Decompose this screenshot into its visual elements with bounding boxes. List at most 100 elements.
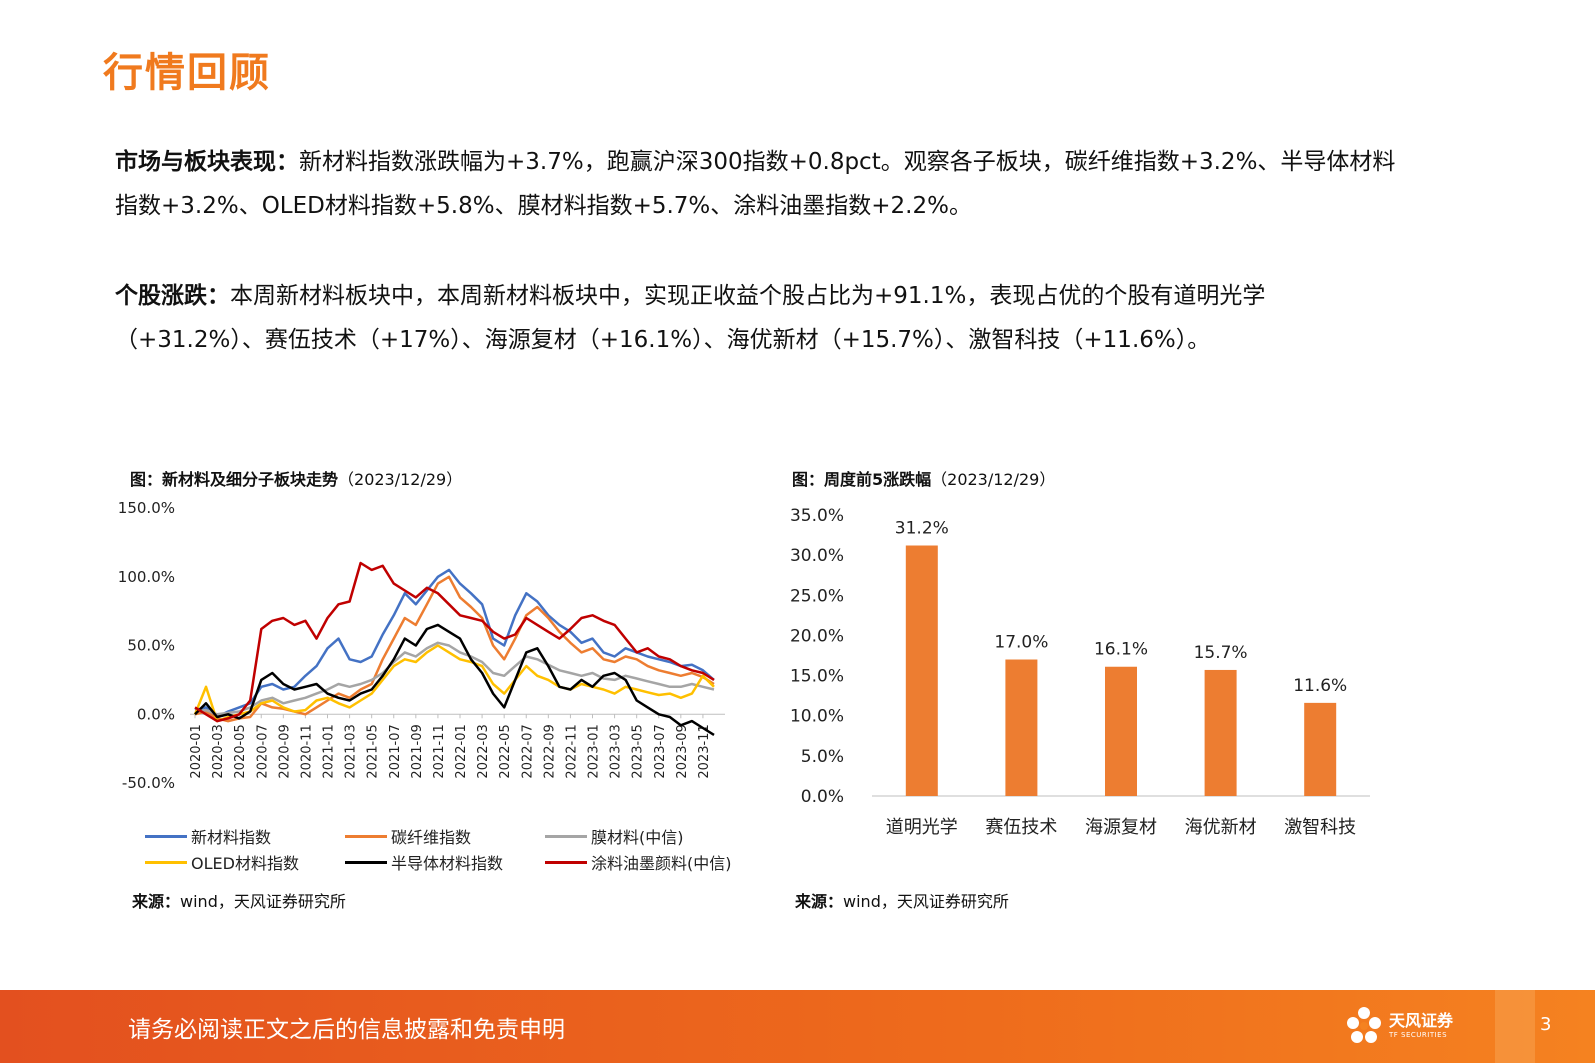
- line-chart-x-tick-label: 2021-07: [388, 724, 403, 778]
- line-chart-y-tick-label: 100.0%: [118, 568, 175, 586]
- line-chart-axes: 150.0% 100.0% 50.0% 0.0% -50.0% 2020-01 2020-0…: [118, 500, 725, 792]
- line-series-半导体材料指数: [194, 623, 715, 736]
- line-chart-x-tick-label: 2023-09: [675, 724, 690, 778]
- line-chart-x-tick-label: 2022-05: [498, 724, 513, 778]
- legend-label: 半导体材料指数: [391, 854, 504, 873]
- legend-item: OLED材料指数: [145, 852, 345, 873]
- disclaimer-text: 请务必阅读正文之后的信息披露和免责申明: [128, 1017, 565, 1043]
- line-chart-x-tick-label: 2020-09: [277, 724, 292, 778]
- legend-label: 新材料指数: [191, 828, 272, 847]
- line-chart-source: 来源：wind，天风证券研究所: [132, 888, 346, 912]
- line-series-膜材料(中信): [194, 641, 715, 716]
- sector-trend-line-chart: 150.0% 100.0% 50.0% 0.0% -50.0% 2020-01 2020-0…: [118, 500, 725, 792]
- bar-chart-source: 来源：wind，天风证券研究所: [795, 888, 1009, 912]
- line-chart-y-tick-label: 50.0%: [127, 637, 175, 655]
- footer-divider: [1495, 990, 1535, 1063]
- legend-swatch: [545, 834, 587, 838]
- legend-label: 涂料油墨颜料(中信): [591, 854, 732, 873]
- bar-激智科技: [1304, 702, 1337, 796]
- line-chart-x-tick-label: 2022-07: [520, 724, 535, 778]
- bar-chart-date: （2023/12/29）: [931, 470, 1056, 489]
- line-chart-y-tick-label: 0.0%: [137, 705, 175, 723]
- bar-道明光学: [905, 545, 938, 796]
- bar-category-label: 海源复材: [1085, 817, 1157, 838]
- line-chart-source-text: wind，天风证券研究所: [180, 892, 346, 911]
- line-chart-title-text: 图：新材料及细分子板块走势: [130, 470, 339, 489]
- bar-chart-y-tick-label: 0.0%: [801, 787, 844, 807]
- legend-label: 膜材料(中信): [591, 828, 684, 847]
- line-chart-x-tick-label: 2023-11: [697, 724, 712, 778]
- bar-chart-title-text: 图：周度前5涨跌幅: [792, 470, 932, 489]
- bar-chart-source-text: wind，天风证券研究所: [843, 892, 1009, 911]
- line-chart-x-tick-label: 2020-11: [299, 724, 314, 778]
- line-chart-date: （2023/12/29）: [338, 470, 463, 489]
- bar-value-label: 17.0%: [994, 633, 1048, 653]
- bar-category-label: 赛伍技术: [985, 817, 1057, 838]
- line-series-新材料指数: [194, 568, 715, 719]
- line-chart-x-tick-label: 2022-09: [542, 724, 557, 778]
- bar-chart-y-tick-label: 20.0%: [790, 626, 844, 646]
- line-series-涂料油墨颜料(中信): [194, 561, 715, 723]
- line-chart-x-tick-label: 2023-05: [631, 724, 646, 778]
- line-chart-x-tick-label: 2020-07: [255, 724, 270, 778]
- legend-item: 新材料指数: [145, 826, 345, 847]
- stock-movement-lead: 个股涨跌：: [115, 283, 230, 309]
- legend-swatch: [145, 834, 187, 838]
- line-chart-x-tick-label: 2022-01: [454, 724, 469, 778]
- bar-value-label: 11.6%: [1293, 676, 1347, 696]
- line-chart-x-tick-label: 2020-01: [189, 724, 204, 778]
- line-chart-x-tick-label: 2021-09: [410, 724, 425, 778]
- bar-category-label: 海优新材: [1185, 817, 1257, 838]
- bar-value-label: 15.7%: [1194, 643, 1248, 663]
- flower-logo-icon: [1347, 1007, 1381, 1043]
- logo-english-name: TF SECURITIES: [1389, 1031, 1448, 1039]
- line-chart-x-tick-label: 2022-03: [476, 724, 491, 778]
- line-chart-legend: 新材料指数 碳纤维指数 膜材料(中信) OLED材料指数 半导体材料指数 涂料油墨颜料(中…: [145, 826, 765, 873]
- market-performance-paragraph: 市场与板块表现：新材料指数涨跌幅为+3.7%，跑赢沪深300指数+0.8pct。…: [115, 140, 1415, 228]
- market-performance-lead: 市场与板块表现：: [115, 149, 299, 175]
- bar-chart-y-tick-label: 30.0%: [790, 546, 844, 566]
- line-chart-series-group: [193, 561, 715, 736]
- footer-bar: 请务必阅读正文之后的信息披露和免责申明 天风证券 TF SECURITIES 3: [0, 990, 1595, 1063]
- page-title: 行情回顾: [103, 50, 271, 96]
- top5-weekly-bar-chart: 35.0% 30.0% 25.0% 20.0% 15.0% 10.0% 5.0% 0.0% 道明…: [790, 506, 1370, 838]
- line-chart-x-tick-label: 2020-05: [233, 724, 248, 778]
- legend-item: 半导体材料指数: [345, 852, 545, 873]
- legend-item: 碳纤维指数: [345, 826, 545, 847]
- legend-swatch: [145, 860, 187, 864]
- bar-chart-source-label: 来源：: [795, 892, 844, 911]
- line-chart-x-tick-label: 2020-03: [211, 724, 226, 778]
- line-series-OLED材料指数: [193, 644, 715, 723]
- bar-chart-axes: 35.0% 30.0% 25.0% 20.0% 15.0% 10.0% 5.0% 0.0% 道明…: [790, 506, 1370, 838]
- legend-item: 膜材料(中信): [545, 826, 745, 847]
- bar-category-label: 激智科技: [1284, 817, 1356, 838]
- bar-chart-y-tick-label: 25.0%: [790, 586, 844, 606]
- market-performance-text: 新材料指数涨跌幅为+3.7%，跑赢沪深300指数+0.8pct。观察各子板块，碳…: [115, 149, 1396, 219]
- legend-swatch: [545, 860, 587, 864]
- logo-chinese-name: 天风证券: [1389, 1011, 1454, 1030]
- bar-chart-y-tick-label: 10.0%: [790, 707, 844, 727]
- legend-swatch: [345, 860, 387, 864]
- legend-label: OLED材料指数: [191, 854, 299, 873]
- bar-赛伍技术: [1005, 659, 1038, 796]
- bar-chart-y-tick-label: 5.0%: [801, 747, 844, 767]
- line-chart-y-tick-label: -50.0%: [122, 774, 175, 792]
- bar-海优新材: [1204, 669, 1237, 796]
- line-chart-x-tick-label: 2023-01: [587, 724, 602, 778]
- bar-chart-y-tick-label: 15.0%: [790, 667, 844, 687]
- line-chart-x-tick-label: 2021-11: [432, 724, 447, 778]
- line-chart-source-label: 来源：: [132, 892, 181, 911]
- line-chart-y-tick-label: 150.0%: [118, 500, 175, 517]
- bar-value-label: 16.1%: [1094, 640, 1148, 660]
- line-series-碳纤维指数: [194, 575, 715, 723]
- legend-swatch: [345, 834, 387, 838]
- bar-海源复材: [1105, 666, 1137, 796]
- legend-item: 涂料油墨颜料(中信): [545, 852, 745, 873]
- line-chart-x-tick-label: 2021-05: [366, 724, 381, 778]
- bar-category-label: 道明光学: [886, 817, 958, 838]
- bar-chart-y-tick-label: 35.0%: [790, 506, 844, 526]
- bar-chart-bars-group: 31.2% 17.0% 16.1% 15.7% 11.6%: [895, 519, 1347, 796]
- legend-label: 碳纤维指数: [391, 828, 472, 847]
- line-chart-x-tick-label: 2023-07: [653, 724, 668, 778]
- stock-movement-paragraph: 个股涨跌：本周新材料板块中，本周新材料板块中，实现正收益个股占比为+91.1%，…: [115, 274, 1415, 362]
